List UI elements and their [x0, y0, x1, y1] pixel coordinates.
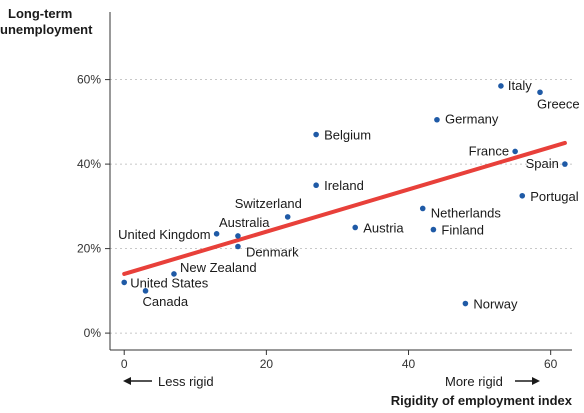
x-tick-label: 60: [544, 357, 558, 371]
x-ticks: 0 20 40 60: [121, 350, 558, 371]
point-label-spain: Spain: [526, 156, 559, 171]
point-label-switzerland: Switzerland: [235, 196, 302, 211]
point-label-italy: Italy: [508, 78, 532, 93]
point-label-netherlands: Netherlands: [431, 205, 502, 220]
right-arrow-icon: [532, 377, 540, 385]
point-label-australia: Australia: [219, 215, 270, 230]
point-spain: [562, 161, 568, 167]
point-label-portugal: Portugal: [530, 189, 579, 204]
point-austria: [352, 224, 359, 231]
point-label-canada: Canada: [143, 294, 189, 309]
point-germany: [434, 116, 440, 123]
less-rigid-note: Less rigid: [123, 374, 214, 389]
point-ireland: [313, 182, 319, 189]
point-netherlands: [419, 205, 426, 212]
point-label-austria: Austria: [363, 220, 404, 235]
y-tick-label: 0%: [84, 326, 102, 340]
x-tick-label: 20: [260, 357, 274, 371]
point-norway: [462, 300, 469, 307]
axes: [109, 12, 572, 351]
grid-lines: [110, 79, 572, 334]
more-rigid-label: More rigid: [445, 374, 503, 389]
point-label-united-states: United States: [130, 275, 209, 290]
point-label-united-kingdom: United Kingdom: [118, 227, 211, 242]
point-portugal: [519, 192, 526, 199]
y-axis-label-line-1: Long-term: [8, 6, 72, 21]
x-tick-label: 0: [121, 357, 128, 371]
y-tick-label: 60%: [77, 73, 101, 87]
point-label-germany: Germany: [445, 112, 499, 127]
point-switzerland: [284, 214, 291, 220]
point-label-norway: Norway: [473, 297, 518, 312]
trend-line: [122, 140, 567, 276]
point-labels: Italy Greece Germany Belgium France Spain Irel…: [118, 78, 580, 312]
point-label-ireland: Ireland: [324, 178, 364, 193]
point-france: [512, 148, 518, 155]
point-denmark: [235, 243, 241, 250]
point-united-kingdom: [213, 231, 220, 237]
y-tick-label: 40%: [77, 157, 101, 171]
point-label-france: France: [469, 143, 509, 158]
point-label-belgium: Belgium: [324, 128, 371, 143]
point-greece: [537, 89, 543, 96]
y-axis-label-line-2: unemployment: [0, 22, 93, 37]
point-belgium: [313, 131, 319, 138]
x-tick-label: 40: [402, 357, 416, 371]
point-new-zealand: [171, 271, 177, 277]
point-canada: [142, 288, 149, 294]
point-label-greece: Greece: [537, 96, 580, 111]
point-label-new-zealand: New Zealand: [180, 260, 257, 275]
x-axis-label: Rigidity of employment index: [391, 393, 573, 408]
point-finland: [430, 226, 437, 233]
data-points: [121, 83, 568, 307]
y-ticks: 0% 20% 40% 60%: [77, 73, 110, 340]
point-united-states: [121, 279, 128, 286]
point-label-finland: Finland: [441, 223, 484, 238]
more-rigid-note: More rigid: [445, 374, 540, 389]
point-australia: [235, 233, 241, 239]
left-arrow-icon: [123, 377, 131, 385]
less-rigid-label: Less rigid: [158, 374, 214, 389]
y-tick-label: 20%: [77, 242, 101, 256]
point-label-denmark: Denmark: [246, 244, 299, 259]
point-italy: [498, 83, 504, 89]
